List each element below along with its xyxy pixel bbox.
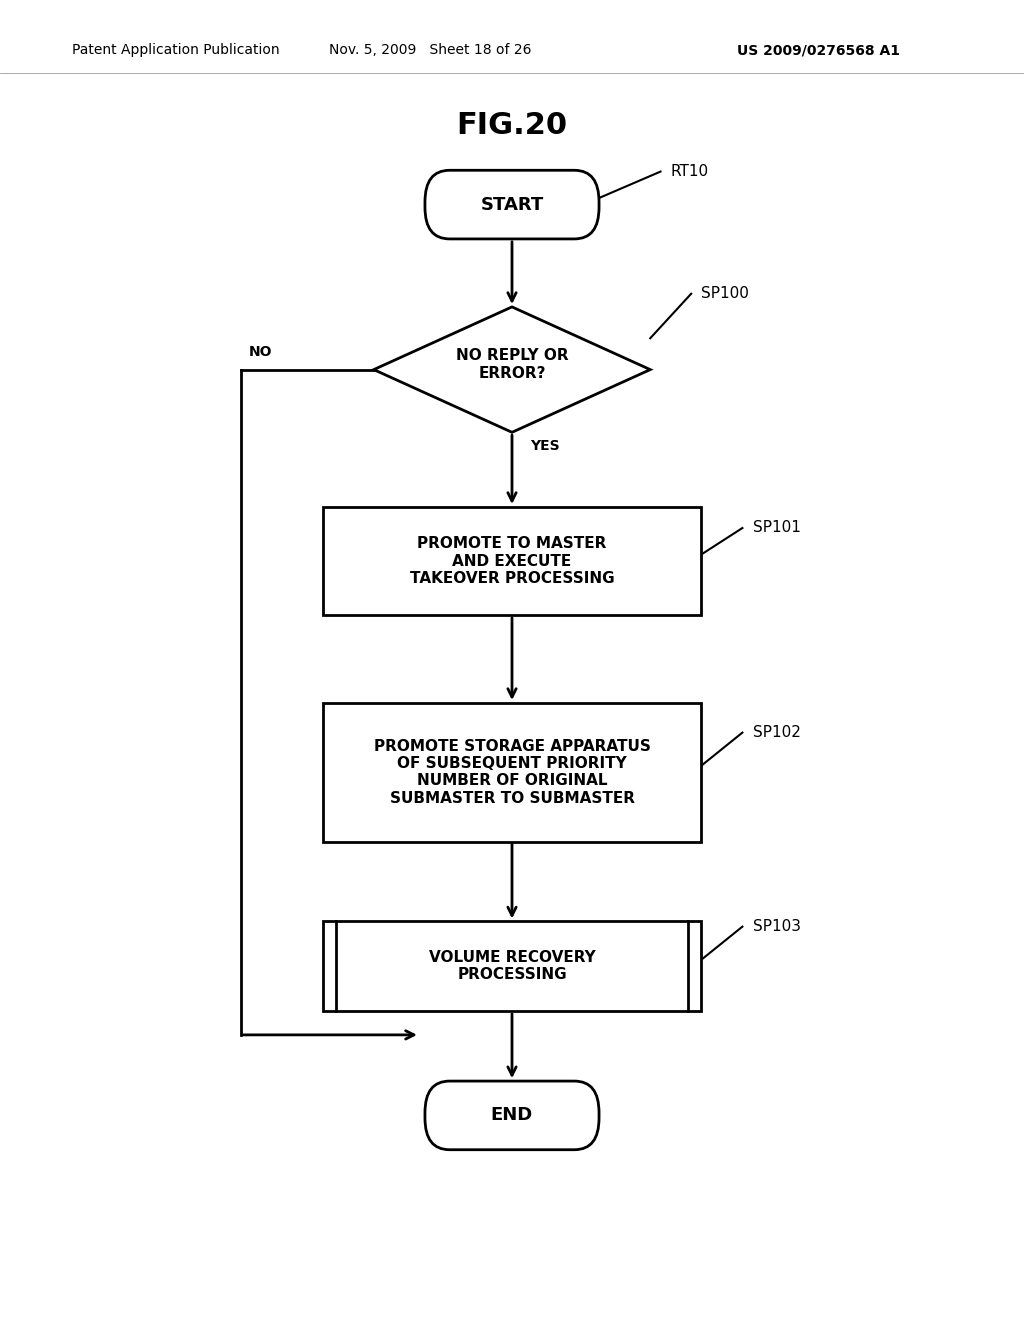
Text: NO REPLY OR
ERROR?: NO REPLY OR ERROR? xyxy=(456,348,568,380)
Text: PROMOTE TO MASTER
AND EXECUTE
TAKEOVER PROCESSING: PROMOTE TO MASTER AND EXECUTE TAKEOVER P… xyxy=(410,536,614,586)
FancyBboxPatch shape xyxy=(425,1081,599,1150)
Text: SP101: SP101 xyxy=(753,520,801,536)
Text: SP100: SP100 xyxy=(701,286,750,301)
Text: VOLUME RECOVERY
PROCESSING: VOLUME RECOVERY PROCESSING xyxy=(429,950,595,982)
Text: RT10: RT10 xyxy=(671,164,709,180)
Text: US 2009/0276568 A1: US 2009/0276568 A1 xyxy=(737,44,900,57)
Bar xyxy=(323,921,701,1011)
Text: SP102: SP102 xyxy=(753,725,801,741)
Text: FIG.20: FIG.20 xyxy=(457,111,567,140)
Text: END: END xyxy=(490,1106,534,1125)
Text: NO: NO xyxy=(249,345,272,359)
Text: Nov. 5, 2009   Sheet 18 of 26: Nov. 5, 2009 Sheet 18 of 26 xyxy=(329,44,531,57)
Text: START: START xyxy=(480,195,544,214)
Polygon shape xyxy=(374,308,650,433)
FancyBboxPatch shape xyxy=(425,170,599,239)
Bar xyxy=(323,507,701,615)
Bar xyxy=(323,704,701,842)
Text: SP103: SP103 xyxy=(753,919,801,935)
Text: PROMOTE STORAGE APPARATUS
OF SUBSEQUENT PRIORITY
NUMBER OF ORIGINAL
SUBMASTER TO: PROMOTE STORAGE APPARATUS OF SUBSEQUENT … xyxy=(374,739,650,805)
Text: YES: YES xyxy=(530,438,560,453)
Text: Patent Application Publication: Patent Application Publication xyxy=(72,44,280,57)
